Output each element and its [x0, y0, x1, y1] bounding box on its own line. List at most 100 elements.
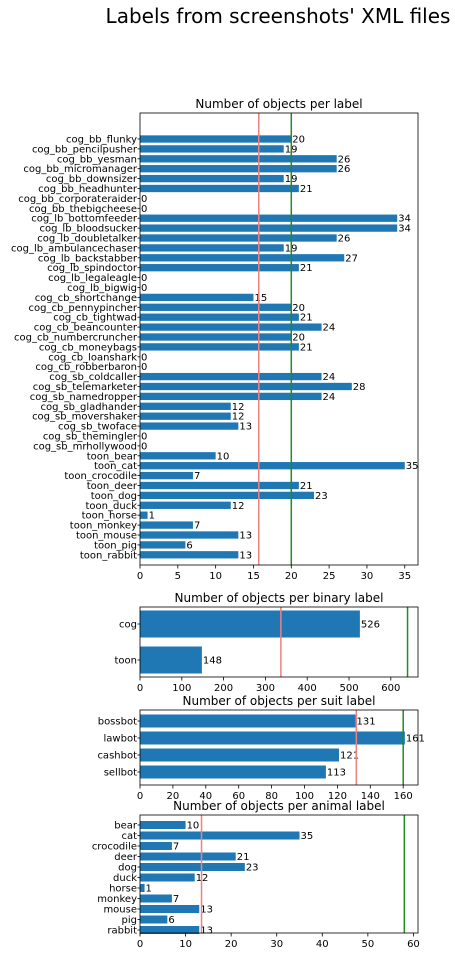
category-label: cog_sb_telemarketer	[33, 382, 138, 393]
chart-title: Number of objects per suit label	[183, 694, 376, 708]
bar-cog_lb_backstabber	[140, 254, 345, 262]
category-label: cog_bb_micromanager	[23, 164, 138, 175]
value-label: 0	[141, 273, 147, 284]
x-tick-label: 100	[295, 791, 314, 802]
value-label: 113	[327, 768, 346, 779]
x-tick-label: 20	[167, 791, 180, 802]
value-label: 7	[173, 894, 179, 905]
value-label: 10	[217, 451, 230, 462]
bar-cog_sb_twoface	[140, 422, 239, 430]
category-label: cog_lb_bottomfeeder	[31, 214, 138, 225]
bar-cog_lb_spindoctor	[140, 264, 299, 272]
value-label: 6	[168, 915, 174, 926]
panel-labels: Number of objects per label cog_bb_flunky…	[11, 97, 418, 582]
x-tick-label: 0	[137, 571, 143, 582]
category-label: horse	[109, 884, 137, 895]
value-label: 0	[141, 352, 147, 363]
bar-cog_bb_micromanager	[140, 165, 337, 173]
value-label: 28	[353, 382, 366, 393]
value-label: 7	[194, 471, 200, 482]
value-label: 0	[141, 194, 147, 205]
bar-toon_pig	[140, 541, 186, 549]
value-label: 13	[239, 422, 252, 433]
value-label: 10	[187, 821, 200, 832]
bar-toon_dog	[140, 491, 314, 500]
axes-frame	[139, 606, 419, 678]
value-label: 0	[141, 204, 147, 215]
value-label: 24	[323, 372, 336, 383]
bar-horse	[140, 884, 145, 892]
axes-frame	[139, 112, 419, 566]
value-label: 20	[292, 303, 305, 314]
bar-pig	[140, 915, 168, 924]
bar-toon_bear	[140, 452, 216, 460]
chart-title: Number of objects per animal label	[173, 799, 385, 813]
category-label: cashbot	[97, 751, 137, 762]
value-label: 7	[173, 842, 179, 853]
category-label: cog_bb_flunky	[66, 135, 137, 146]
x-tick-label: 5	[175, 571, 181, 582]
bar-monkey	[140, 894, 172, 903]
axes-frame	[139, 814, 419, 934]
bar-toon_deer	[140, 481, 299, 490]
category-label: cog_sb_coldcaller	[49, 372, 138, 383]
bar-cat	[140, 831, 300, 840]
x-tick-label: 30	[270, 939, 283, 950]
bar-cog_bb_flunky	[140, 135, 292, 143]
category-label: pig	[122, 915, 137, 926]
bar-toon_duck	[140, 501, 231, 509]
value-label: 1	[149, 511, 155, 522]
category-label: mouse	[103, 905, 137, 916]
bar-duck	[140, 873, 195, 882]
bar-cog_sb_telemarketer	[140, 382, 352, 391]
bar-cog_cb_moneybags	[140, 343, 299, 351]
value-label: 21	[300, 342, 313, 353]
bar-toon_horse	[140, 511, 148, 519]
category-label: cog_sb_themingler	[43, 432, 138, 443]
bar-dog	[140, 863, 245, 871]
category-label: cog_lb_ambulancechaser	[11, 243, 138, 254]
value-label: 21	[300, 481, 313, 492]
category-label: toon_cat	[94, 461, 137, 472]
category-label: toon_deer	[87, 481, 138, 492]
bar-cog_cb_beancounter	[140, 323, 322, 331]
bar-cog_bb_headhunter	[140, 184, 299, 193]
x-tick-label: 60	[232, 791, 245, 802]
value-label: 13	[200, 926, 213, 937]
x-tick-label: 100	[172, 683, 191, 694]
x-tick-label: 40	[316, 939, 329, 950]
bar-cog_cb_tightwad	[140, 313, 299, 321]
bar-toon_monkey	[140, 521, 193, 529]
bar-toon_rabbit	[140, 551, 239, 559]
x-tick-label: 120	[328, 791, 347, 802]
category-label: duck	[113, 873, 137, 884]
value-label: 12	[232, 501, 245, 512]
bar-cog	[140, 610, 360, 638]
bar-cog_sb_movershaker	[140, 412, 231, 420]
x-tick-label: 600	[381, 683, 400, 694]
category-label: cog_cb_loanshark	[48, 352, 137, 363]
x-tick-label: 140	[361, 791, 380, 802]
value-label: 12	[232, 412, 245, 423]
category-label: cog_bb_pencilpusher	[32, 144, 138, 155]
category-label: toon_duck	[86, 501, 138, 512]
category-label: toon_bear	[87, 451, 138, 462]
bar-rabbit	[140, 926, 200, 934]
category-label: cog_bb_downsizer	[46, 174, 138, 185]
category-label: toon_monkey	[70, 521, 137, 532]
value-label: 148	[203, 656, 222, 667]
x-tick-label: 300	[256, 683, 275, 694]
bar-bossbot	[140, 714, 356, 728]
x-tick-label: 20	[225, 939, 238, 950]
bar-cog_sb_gladhander	[140, 402, 231, 410]
x-tick-label: 30	[361, 571, 374, 582]
bar-cog_bb_pencilpusher	[140, 145, 284, 153]
value-label: 21	[300, 313, 313, 324]
value-label: 0	[141, 441, 147, 452]
category-label: cog_lb_spindoctor	[47, 263, 138, 274]
value-label: 26	[338, 154, 351, 165]
value-label: 0	[141, 283, 147, 294]
bar-cog_cb_numbercruncher	[140, 333, 292, 341]
x-tick-label: 500	[339, 683, 358, 694]
